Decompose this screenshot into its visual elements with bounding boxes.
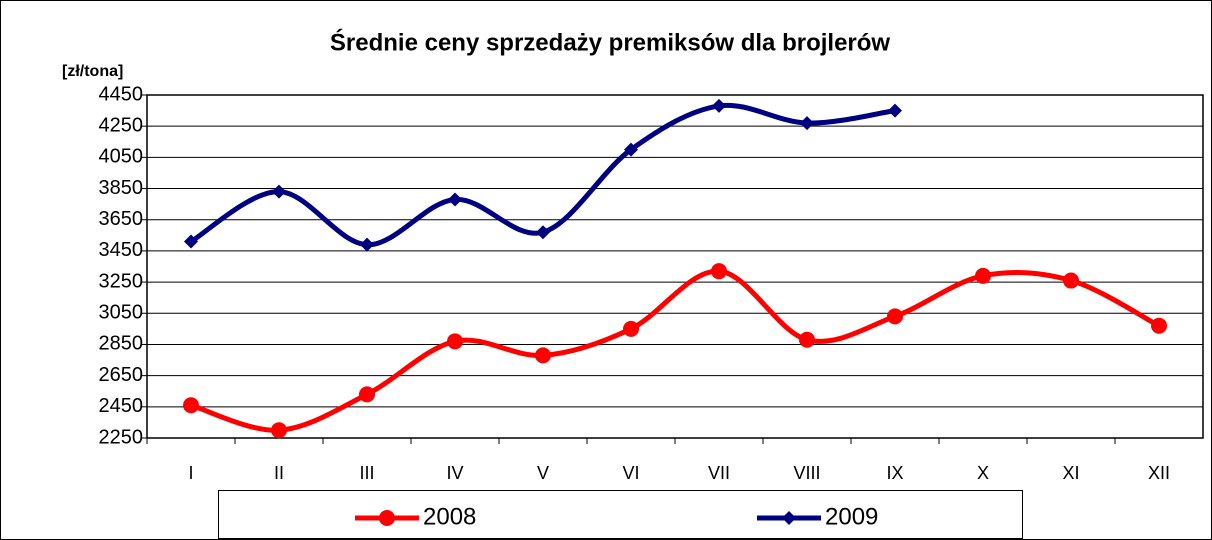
data-point (535, 347, 551, 364)
x-tick-label: IV (446, 463, 463, 483)
x-tick-label: XII (1148, 463, 1170, 483)
data-point (623, 320, 639, 337)
data-point (888, 103, 902, 118)
y-tick-label: 4050 (99, 146, 144, 168)
x-tick-label: I (188, 463, 193, 483)
y-tick-label: 2250 (99, 426, 144, 448)
x-tick-label: XI (1062, 463, 1079, 483)
x-tick-label: VII (708, 463, 730, 483)
data-point (359, 386, 375, 403)
data-point (975, 267, 991, 284)
y-tick-label: 2850 (99, 333, 144, 355)
legend-marker (379, 510, 395, 526)
x-tick-label: II (274, 463, 284, 483)
y-tick-label: 3850 (99, 177, 144, 199)
y-tick-label: 3250 (99, 270, 144, 292)
data-point (887, 308, 903, 325)
y-tick-label: 4450 (99, 83, 144, 105)
y-axis-label: [zł/tona] (62, 63, 123, 80)
x-tick-label: V (537, 463, 549, 483)
data-point (183, 397, 199, 414)
legend-marker (782, 511, 796, 525)
legend-label: 2009 (825, 503, 878, 530)
y-tick-label: 2450 (99, 395, 144, 417)
data-point (448, 192, 462, 207)
legend-label: 2008 (423, 503, 476, 530)
chart-title: Średnie ceny sprzedaży premiksów dla bro… (330, 28, 891, 56)
data-point (271, 422, 287, 439)
data-point (712, 98, 726, 113)
y-tick-label: 3450 (99, 239, 144, 261)
data-point (447, 333, 463, 350)
data-point (1063, 272, 1079, 289)
y-tick-label: 3650 (99, 208, 144, 230)
data-point (799, 331, 815, 348)
plot-area (147, 95, 1203, 438)
x-tick-label: III (359, 463, 374, 483)
legend-box (218, 490, 1023, 539)
data-point (624, 142, 638, 157)
x-tick-label: X (977, 463, 989, 483)
data-point (1151, 317, 1167, 334)
data-point (800, 116, 814, 131)
x-tick-label: IX (886, 463, 903, 483)
y-tick-label: 3050 (99, 302, 144, 324)
x-tick-label: VI (622, 463, 639, 483)
y-tick-label: 4250 (99, 114, 144, 136)
data-point (536, 225, 550, 240)
y-tick-label: 2650 (99, 364, 144, 386)
x-tick-label: VIII (793, 463, 820, 483)
data-point (184, 234, 198, 249)
data-point (272, 184, 286, 199)
data-point (360, 237, 374, 252)
data-point (711, 263, 727, 280)
